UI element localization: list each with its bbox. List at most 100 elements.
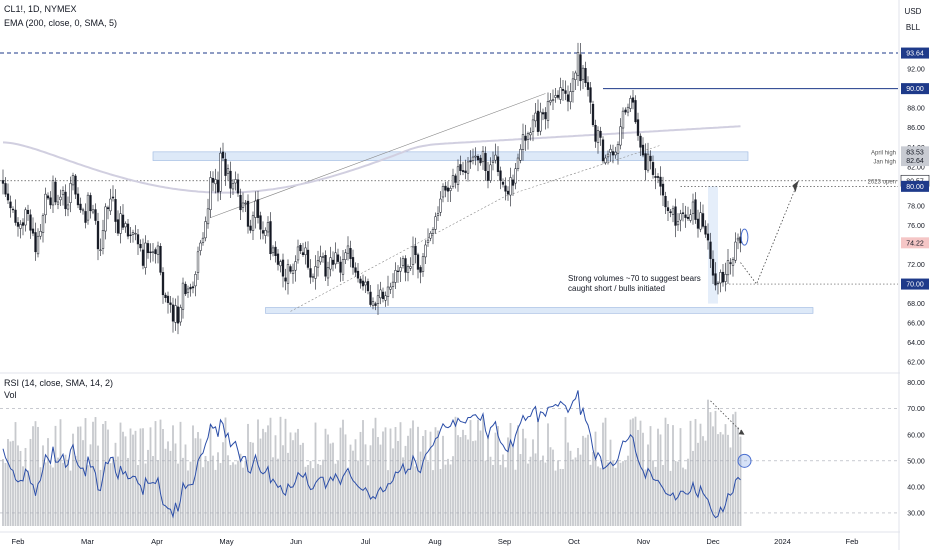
time-tick-label: 2024 [774, 537, 791, 546]
volume-bar [522, 428, 524, 526]
candle-body [379, 289, 382, 299]
volume-bar [609, 439, 612, 526]
volume-bar [219, 463, 222, 526]
candle-body [444, 185, 447, 191]
candle-body [246, 200, 250, 227]
candle-body [294, 261, 297, 271]
candle-body [661, 183, 665, 196]
volume-bar [432, 470, 434, 526]
candle-body [314, 266, 317, 279]
candle-body [604, 157, 607, 164]
candle-body [681, 212, 685, 214]
volume-bar [147, 449, 149, 526]
volume-bar [717, 434, 719, 526]
volume-bar [84, 418, 87, 526]
volume-bar [274, 435, 277, 526]
volume-bar [619, 462, 622, 526]
candle-body [371, 301, 375, 306]
candle-body [274, 246, 277, 256]
candle-body [9, 201, 12, 209]
volume-bar [472, 441, 474, 526]
volume-bar [582, 435, 584, 526]
candle-body [311, 275, 315, 278]
candle-body [511, 179, 515, 186]
projection-arrow-path [740, 180, 799, 285]
volume-bar [484, 460, 487, 526]
volume-bar [309, 460, 312, 526]
candle-body [556, 94, 560, 98]
volume-bar [107, 429, 109, 526]
candle-body [109, 198, 112, 212]
volume-bar [254, 459, 257, 526]
candle-body [684, 214, 687, 218]
ema-legend[interactable]: EMA (200, close, 0, SMA, 5) [4, 18, 118, 28]
vol-legend[interactable]: Vol [4, 390, 17, 400]
candle-body [644, 153, 647, 170]
symbol-legend[interactable]: CL1!, 1D, NYMEX [4, 4, 77, 14]
candle-body [186, 288, 190, 293]
candle-body [496, 156, 500, 172]
volume-bar [652, 460, 654, 526]
note-line-2: caught short / bulls initiated [568, 284, 665, 293]
candle-body [679, 213, 682, 221]
volume-bar [359, 431, 362, 526]
volume-bar [344, 434, 347, 526]
volume-bar [52, 467, 54, 526]
candle-body [596, 130, 600, 143]
candle-body [419, 267, 422, 273]
volume-bar [452, 456, 454, 526]
candle-body [126, 223, 130, 237]
volume-bar [92, 421, 94, 526]
volume-bar [599, 467, 602, 526]
candle-body [456, 166, 460, 185]
volume-bar [182, 457, 184, 526]
candle-body [1, 180, 5, 184]
candle-body [74, 175, 77, 195]
price-tag-label: 70.00 [906, 282, 924, 289]
rsi-legend[interactable]: RSI (14, close, SMA, 14, 2) [4, 378, 114, 388]
candle-body [39, 231, 42, 237]
volume-bar [209, 424, 212, 526]
candle-body [494, 154, 497, 161]
rsi-tick-label: 80.00 [907, 380, 925, 387]
candle-body [279, 261, 282, 267]
volume-bar [544, 462, 547, 526]
candle-body [281, 259, 285, 277]
candle-body [339, 261, 342, 273]
candle-body [106, 207, 110, 210]
volume-bar [324, 428, 327, 526]
candle-body [206, 208, 210, 225]
volume-bar [369, 445, 372, 526]
volume-bar [704, 440, 707, 526]
volume-bar [674, 461, 677, 526]
ema-200-line [2, 125, 741, 194]
volume-bar [654, 466, 657, 526]
time-tick-label: Mar [81, 537, 94, 546]
candle-body [289, 266, 292, 272]
volume-bar [94, 417, 97, 526]
unit-label[interactable]: BLL [905, 23, 921, 32]
volume-bar [304, 466, 307, 526]
candle-body [734, 241, 737, 261]
price-tick-label: 86.00 [907, 125, 925, 132]
candle-body [356, 270, 360, 279]
candle-body [639, 135, 642, 148]
candle-body [559, 87, 562, 100]
candle-body [291, 270, 295, 274]
price-tick-label: 64.00 [907, 340, 925, 347]
candle-body [4, 183, 7, 195]
candle-body [201, 237, 205, 243]
candle-body [179, 307, 182, 323]
price-tag-label: 90.00 [906, 86, 924, 93]
rsi-highlight-circle [737, 453, 752, 468]
volume-bar [404, 445, 407, 526]
candle-body [376, 295, 380, 304]
volume-bar [407, 435, 409, 526]
volume-bar [534, 453, 537, 526]
candle-body [516, 157, 520, 169]
candle-body [449, 188, 452, 191]
candle-body [389, 286, 392, 290]
currency-label[interactable]: USD [904, 7, 922, 16]
